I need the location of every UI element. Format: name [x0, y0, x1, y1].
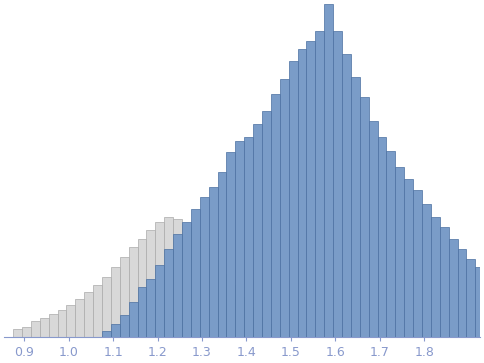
Bar [147, 278, 155, 337]
Bar [235, 297, 244, 337]
Bar [235, 140, 244, 337]
Bar [31, 321, 40, 337]
Bar [457, 249, 467, 337]
Bar [262, 324, 271, 337]
Bar [155, 265, 164, 337]
Bar [58, 310, 66, 337]
Bar [93, 285, 102, 337]
Bar [66, 305, 76, 337]
Bar [129, 247, 137, 337]
Bar [227, 152, 235, 337]
Bar [316, 31, 324, 337]
Bar [324, 4, 333, 337]
Bar [449, 239, 457, 337]
Bar [467, 258, 475, 337]
Bar [209, 187, 217, 337]
Bar [440, 227, 449, 337]
Bar [191, 209, 200, 337]
Bar [76, 298, 84, 337]
Bar [253, 124, 262, 337]
Bar [360, 97, 369, 337]
Bar [253, 317, 262, 337]
Bar [298, 49, 306, 337]
Bar [333, 31, 342, 337]
Bar [111, 323, 120, 337]
Bar [271, 330, 280, 337]
Bar [22, 327, 31, 337]
Bar [217, 172, 227, 337]
Bar [191, 237, 200, 337]
Bar [351, 77, 360, 337]
Bar [395, 167, 404, 337]
Bar [280, 79, 288, 337]
Bar [422, 204, 431, 337]
Bar [147, 231, 155, 337]
Bar [342, 54, 351, 337]
Bar [173, 234, 182, 337]
Bar [182, 227, 191, 337]
Bar [262, 111, 271, 337]
Bar [413, 191, 422, 337]
Bar [404, 179, 413, 337]
Bar [120, 257, 129, 337]
Bar [378, 137, 387, 337]
Bar [244, 137, 253, 337]
Bar [84, 292, 93, 337]
Bar [200, 248, 209, 337]
Bar [164, 249, 173, 337]
Bar [369, 121, 378, 337]
Bar [40, 318, 48, 337]
Bar [164, 217, 173, 337]
Bar [182, 222, 191, 337]
Bar [129, 302, 137, 337]
Bar [137, 287, 147, 337]
Bar [244, 307, 253, 337]
Bar [387, 151, 395, 337]
Bar [271, 94, 280, 337]
Bar [200, 197, 209, 337]
Bar [120, 315, 129, 337]
Bar [48, 314, 58, 337]
Bar [431, 217, 440, 337]
Bar [102, 331, 111, 337]
Bar [137, 239, 147, 337]
Bar [13, 330, 22, 337]
Bar [155, 222, 164, 337]
Bar [217, 274, 227, 337]
Bar [209, 260, 217, 337]
Bar [475, 267, 484, 337]
Bar [227, 285, 235, 337]
Bar [111, 267, 120, 337]
Bar [288, 61, 298, 337]
Bar [173, 219, 182, 337]
Bar [306, 41, 316, 337]
Bar [102, 277, 111, 337]
